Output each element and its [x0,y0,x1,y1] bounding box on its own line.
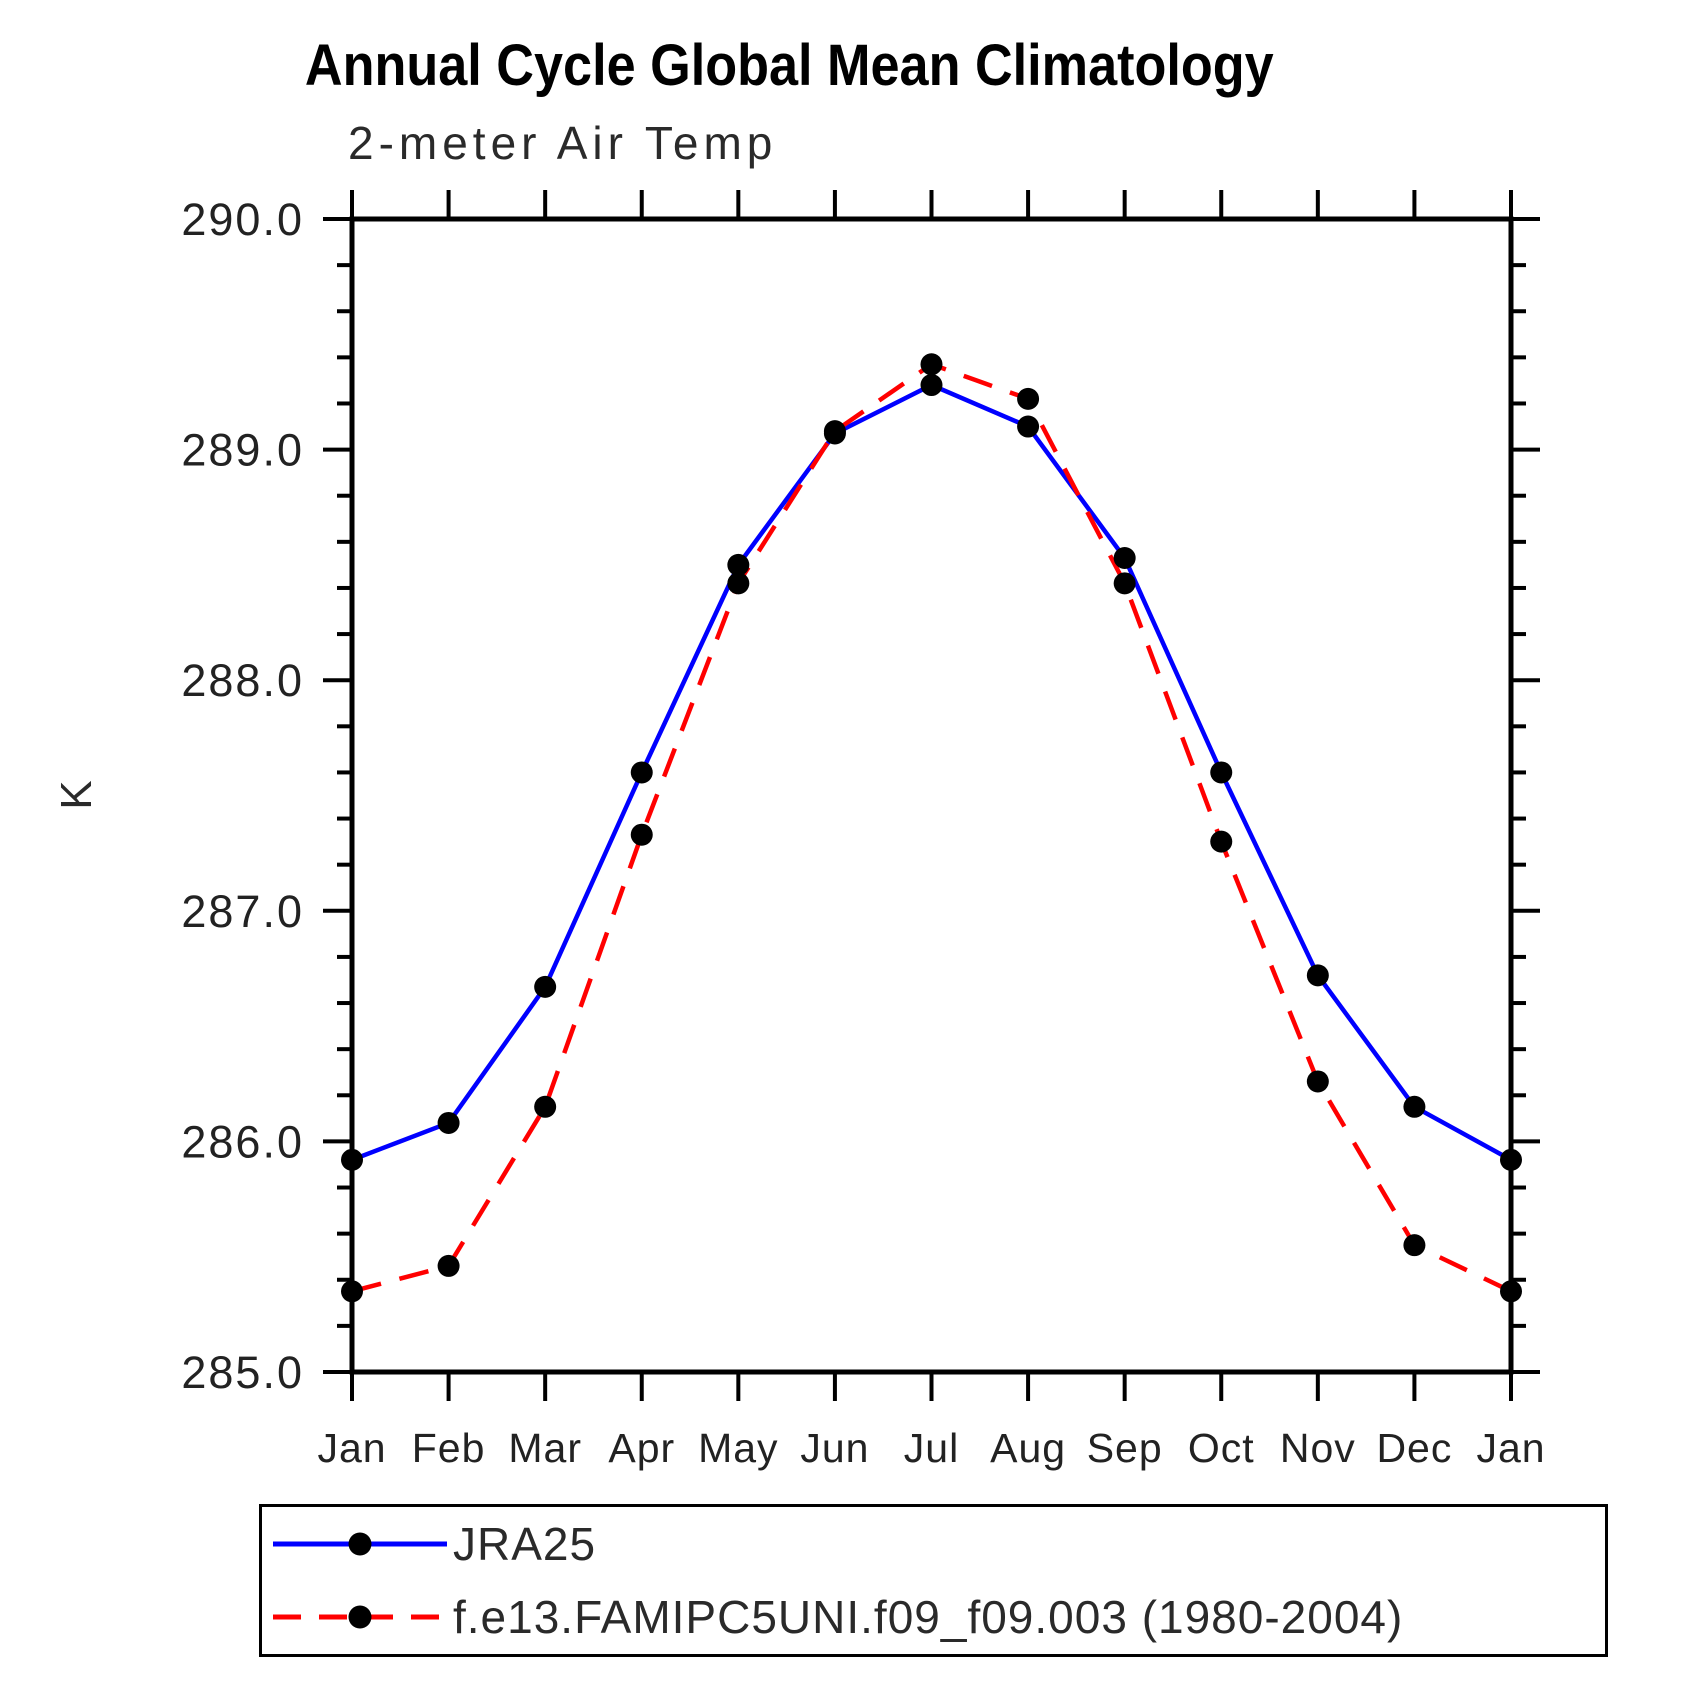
x-tick-label: Mar [508,1425,582,1471]
data-point-1 [437,1254,460,1277]
x-tick-label: Aug [990,1425,1066,1471]
y-tick-label: 286.0 [181,1116,304,1167]
y-tick-label: 287.0 [181,886,304,937]
x-tick-label: Jan [1476,1425,1545,1471]
data-point-0 [630,761,653,784]
data-point-1 [1210,830,1233,853]
legend-label-model: f.e13.FAMIPC5UNI.f09_f09.003 (1980-2004) [453,1591,1404,1644]
x-tick-label: Dec [1376,1425,1452,1471]
y-tick-label: 289.0 [181,425,304,476]
data-point-1 [1500,1280,1522,1303]
legend: JRA25 f.e13.FAMIPC5UNI.f09_f09.003 (1980… [259,1504,1608,1657]
data-point-1 [727,572,750,595]
data-point-0 [727,553,750,576]
x-tick-label: Jun [800,1425,869,1471]
x-tick-label: Feb [412,1425,486,1471]
x-tick-label: Jan [317,1425,386,1471]
data-point-0 [1306,964,1329,987]
legend-row-model: f.e13.FAMIPC5UNI.f09_f09.003 (1980-2004) [267,1587,1605,1647]
data-point-0 [341,1148,363,1171]
data-point-0 [920,374,943,397]
x-tick-label: Jul [904,1425,959,1471]
legend-sample-model [273,1605,447,1629]
data-point-1 [1403,1234,1426,1257]
x-tick-label: Oct [1188,1425,1255,1471]
legend-sample-jra25 [273,1532,447,1556]
legend-marker-dot [348,1532,372,1556]
data-point-0 [1500,1148,1522,1171]
data-point-0 [1210,761,1233,784]
legend-marker-dot [348,1605,372,1629]
data-point-1 [341,1280,363,1303]
chart-title: Annual Cycle Global Mean Climatology [304,33,1274,98]
data-point-1 [1113,572,1136,595]
series-line-0 [351,382,1513,1162]
data-point-0 [437,1111,460,1134]
data-point-1 [823,420,846,443]
x-tick-label: Sep [1087,1425,1163,1471]
y-tick-label: 285.0 [181,1347,304,1398]
legend-label-jra25: JRA25 [453,1517,597,1570]
data-point-1 [920,353,943,376]
data-point-0 [1403,1095,1426,1118]
data-point-1 [1306,1070,1329,1093]
x-tick-label: May [698,1425,778,1471]
legend-row-jra25: JRA25 [267,1514,1605,1574]
data-point-0 [1113,546,1136,569]
y-tick-label: 288.0 [181,655,304,706]
x-tick-label: Apr [608,1425,675,1471]
x-tick-label: Nov [1280,1425,1356,1471]
data-point-1 [534,1095,557,1118]
data-point-0 [534,975,557,998]
chart-subtitle: 2-meter Air Temp [348,117,778,169]
data-point-1 [630,823,653,846]
y-tick-label: 290.0 [181,194,304,245]
data-point-0 [1017,415,1040,438]
data-point-1 [1017,387,1040,410]
series-line-1 [351,361,1512,1294]
